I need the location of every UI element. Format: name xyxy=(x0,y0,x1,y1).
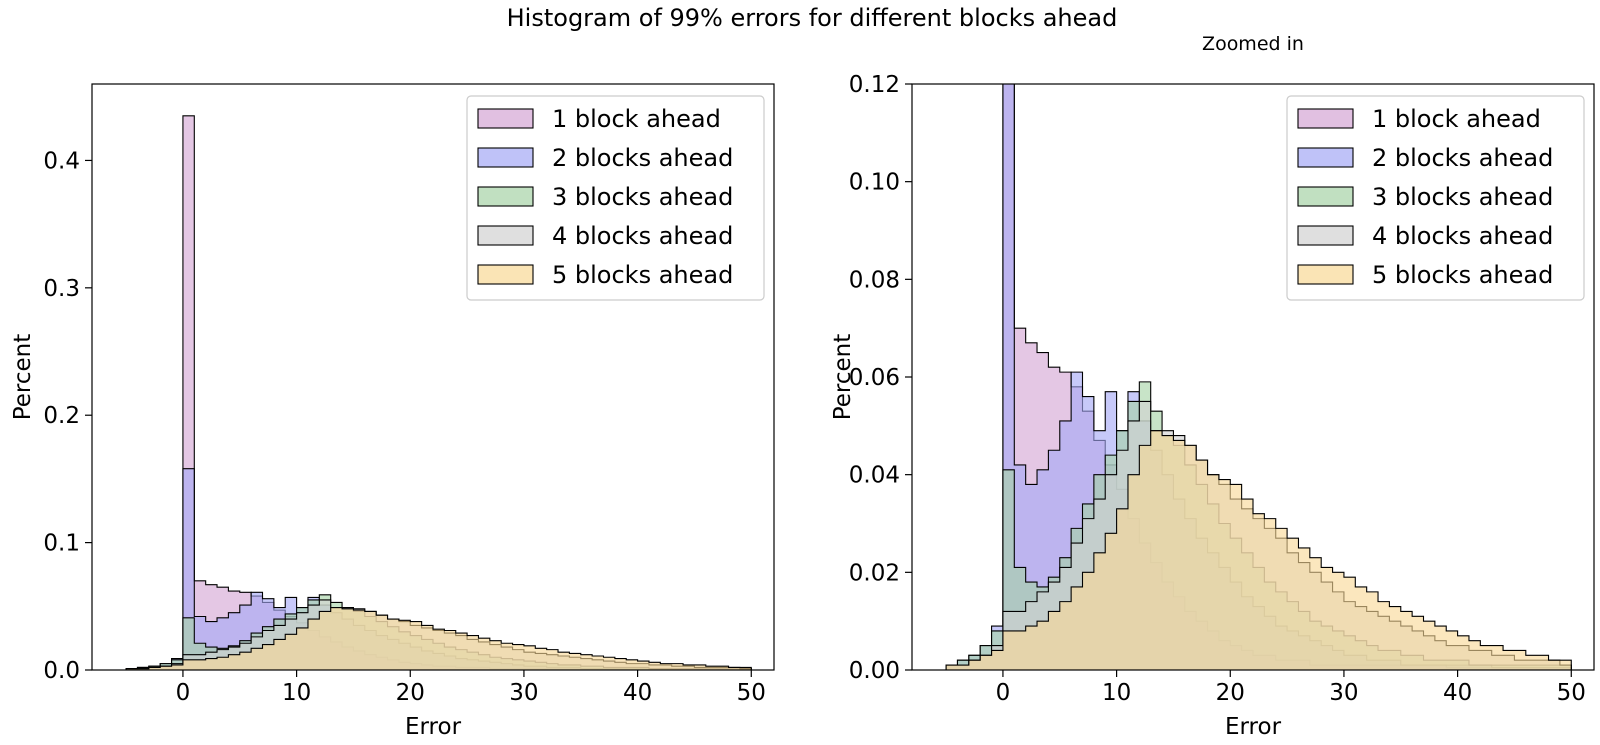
legend-swatch xyxy=(477,147,534,168)
y-tick-label: 0.12 xyxy=(849,72,900,98)
y-tick-label: 0.1 xyxy=(43,531,80,557)
legend-swatch xyxy=(477,186,534,207)
y-tick-label: 0.4 xyxy=(43,148,80,174)
legend-label: 4 blocks ahead xyxy=(552,222,733,250)
y-axis-label: Percent xyxy=(10,334,36,421)
y-tick-label: 0.04 xyxy=(849,463,900,489)
plot-area xyxy=(945,84,1572,670)
x-axis-label: Error xyxy=(1225,714,1282,740)
legend-swatch xyxy=(477,225,534,246)
legend-swatch xyxy=(1297,147,1354,168)
x-tick-label: 40 xyxy=(623,680,652,706)
legend-swatch xyxy=(1297,225,1354,246)
y-tick-label: 0.10 xyxy=(849,170,900,196)
legend-swatch xyxy=(477,264,534,285)
y-tick-label: 0.3 xyxy=(43,276,80,302)
x-tick-label: 50 xyxy=(1557,680,1586,706)
legend-label: 3 blocks ahead xyxy=(1372,183,1553,211)
legend-label: 5 blocks ahead xyxy=(1372,261,1553,289)
histogram-step-5 xyxy=(125,607,752,670)
legend: 1 block ahead 2 blocks ahead 3 blocks ahea… xyxy=(1286,95,1585,301)
legend-label: 1 block ahead xyxy=(1372,105,1541,133)
legend: 1 block ahead 2 blocks ahead 3 blocks ahea… xyxy=(466,95,765,301)
axes-frame xyxy=(91,83,775,671)
subplot-title: Zoomed in xyxy=(1202,33,1304,55)
x-tick-label: 30 xyxy=(1329,680,1358,706)
y-tick-label: 0.2 xyxy=(43,403,80,429)
histogram-step-5 xyxy=(945,430,1572,670)
y-tick-label: 0.02 xyxy=(849,560,900,586)
legend-swatch xyxy=(477,108,534,129)
y-tick-label: 0.00 xyxy=(849,658,900,684)
legend-swatch xyxy=(1297,264,1354,285)
histogram-panel-zoomed: 0 10 20 30 40 50 0.00 0.02 0.04 0.06 0.08 0.10 0.12 E… xyxy=(830,33,1595,740)
legend-label: 1 block ahead xyxy=(552,105,721,133)
legend-label: 2 blocks ahead xyxy=(1372,144,1553,172)
legend-label: 4 blocks ahead xyxy=(1372,222,1553,250)
legend-label: 3 blocks ahead xyxy=(552,183,733,211)
y-tick-label: 0.0 xyxy=(43,658,80,684)
x-tick-label: 10 xyxy=(1102,680,1131,706)
y-axis-label: Percent xyxy=(830,334,856,421)
x-tick-label: 50 xyxy=(737,680,766,706)
x-tick-label: 10 xyxy=(282,680,311,706)
x-tick-label: 40 xyxy=(1443,680,1472,706)
plot-area xyxy=(125,115,752,670)
y-tick-label: 0.06 xyxy=(849,365,900,391)
legend-swatch xyxy=(1297,186,1354,207)
x-tick-label: 0 xyxy=(996,680,1011,706)
legend-swatch xyxy=(1297,108,1354,129)
x-tick-label: 20 xyxy=(396,680,425,706)
x-tick-label: 0 xyxy=(176,680,191,706)
x-axis-label: Error xyxy=(405,714,462,740)
histogram-panel-full: 0 10 20 30 40 50 0.0 0.1 0.2 0.3 0.4 Error Percent 1 … xyxy=(10,83,775,740)
legend-label: 5 blocks ahead xyxy=(552,261,733,289)
figure-title: Histogram of 99% errors for different bl… xyxy=(507,4,1118,32)
legend-label: 2 blocks ahead xyxy=(552,144,733,172)
y-tick-label: 0.08 xyxy=(849,267,900,293)
x-tick-label: 30 xyxy=(509,680,538,706)
x-tick-label: 20 xyxy=(1216,680,1245,706)
